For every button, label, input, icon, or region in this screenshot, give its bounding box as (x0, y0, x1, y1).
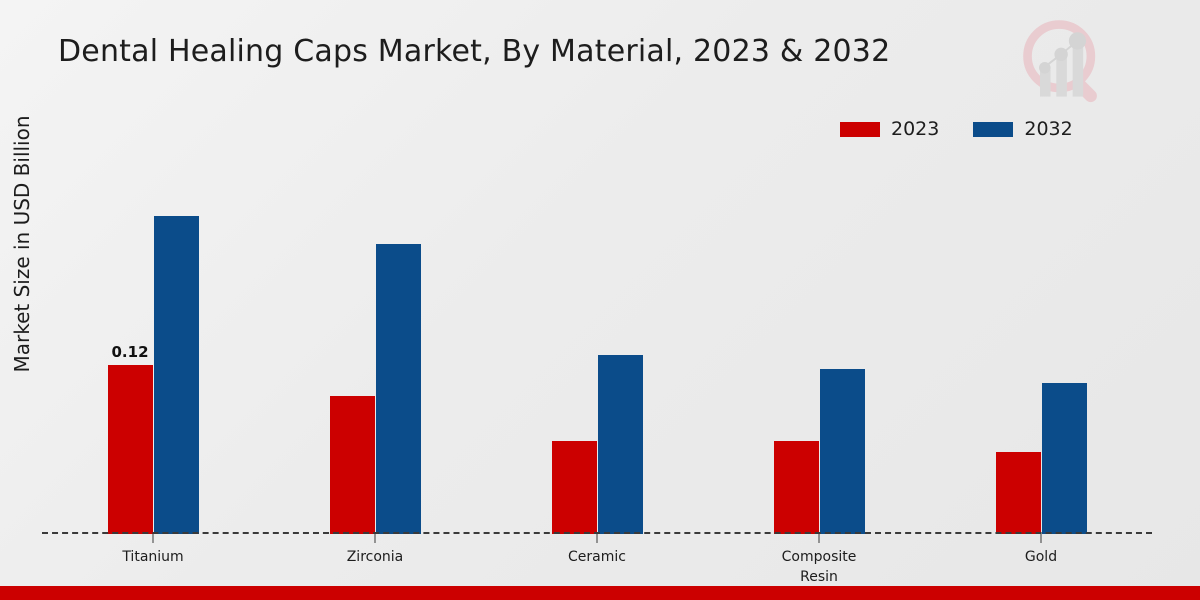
x-label-line1: Zirconia (346, 549, 404, 565)
plot-area: 0.12 Titanium Zirconia (42, 168, 1152, 585)
x-tick-composite-resin (818, 534, 820, 543)
bar-2023-composite-resin[interactable] (773, 441, 819, 534)
bar-value-2023-titanium: 0.12 (111, 343, 149, 362)
chart-legend: 2023 2032 (840, 118, 1073, 140)
bar-2032-titanium[interactable] (153, 215, 199, 534)
x-label-line1: Titanium (122, 549, 184, 565)
bar-2032-composite-resin[interactable] (819, 369, 865, 534)
bars (708, 168, 930, 534)
bar-2023-titanium[interactable]: 0.12 (107, 343, 153, 534)
legend-label-2032: 2032 (1024, 118, 1073, 140)
bar-group-composite-resin: Composite Resin (708, 168, 930, 585)
x-tick-titanium (152, 534, 154, 543)
bars (486, 168, 708, 534)
x-tick-zirconia (374, 534, 376, 543)
x-label-zirconia: Zirconia (264, 548, 486, 568)
bar-2023-zirconia[interactable] (329, 396, 375, 534)
legend-item-2023[interactable]: 2023 (840, 118, 939, 140)
bars (264, 168, 486, 534)
bar-group-gold: Gold (930, 168, 1152, 565)
bar-2032-gold[interactable] (1041, 383, 1087, 534)
x-label-line1: Ceramic (568, 549, 626, 565)
x-axis-baseline (42, 532, 1152, 534)
legend-swatch-2032 (973, 121, 1014, 137)
x-label-line2: Resin (800, 568, 838, 585)
magnifier-bar-chart-logo (1023, 20, 1097, 103)
x-label-gold: Gold (930, 548, 1152, 568)
legend-item-2032[interactable]: 2032 (973, 118, 1073, 140)
x-label-line1: Composite (781, 549, 857, 565)
x-label-line1: Gold (1024, 549, 1058, 565)
bar-2032-zirconia[interactable] (375, 244, 421, 534)
bar-groups: 0.12 Titanium Zirconia (42, 168, 1152, 585)
x-label-ceramic: Ceramic (486, 548, 708, 568)
bars (930, 168, 1152, 534)
bar-group-zirconia: Zirconia (264, 168, 486, 565)
legend-label-2023: 2023 (891, 118, 940, 140)
bar-2023-ceramic[interactable] (551, 441, 597, 534)
bar-2023-gold[interactable] (995, 452, 1041, 534)
bar-group-titanium: 0.12 Titanium (42, 168, 264, 565)
bar-group-ceramic: Ceramic (486, 168, 708, 565)
x-label-composite-resin: Composite Resin (708, 548, 930, 587)
legend-swatch-2023 (840, 121, 880, 137)
footer-accent-bar (0, 586, 1200, 600)
chart-title: Dental Healing Caps Market, By Material,… (58, 34, 891, 69)
bar-2032-ceramic[interactable] (597, 355, 643, 534)
x-tick-ceramic (596, 534, 598, 543)
x-label-titanium: Titanium (42, 548, 264, 568)
bars: 0.12 (42, 168, 264, 534)
x-tick-gold (1040, 534, 1042, 543)
y-axis-title: Market Size in USD Billion (10, 115, 34, 373)
